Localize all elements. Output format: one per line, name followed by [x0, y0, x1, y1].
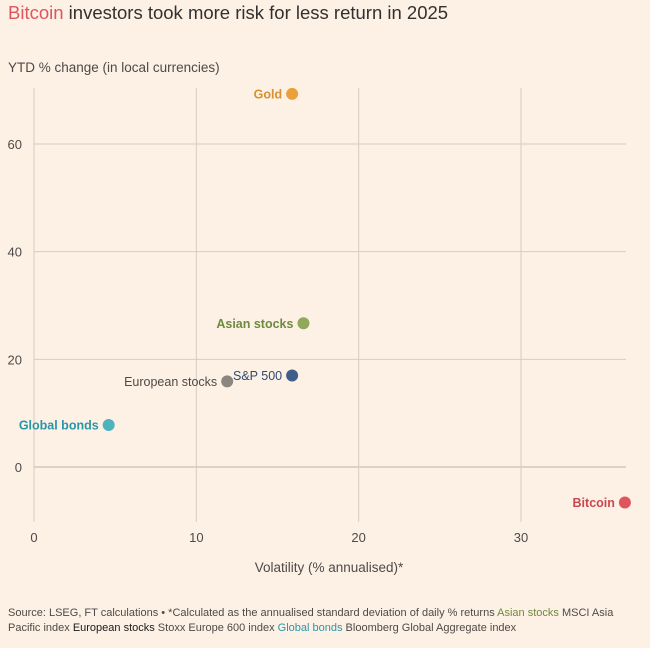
y-tick-label: 0 [15, 460, 22, 475]
point-gold [286, 87, 299, 100]
label-asian-stocks: Asian stocks [216, 317, 293, 331]
source-text-1: Source: LSEG, FT calculations • *Calcula… [8, 607, 498, 619]
source-text-2: MSCI Asia Pacific index [8, 607, 614, 634]
point-s-p-500 [286, 369, 299, 382]
chart-title: Bitcoin investors took more risk for les… [8, 2, 448, 24]
x-tick-label: 30 [514, 530, 528, 545]
point-bitcoin [618, 496, 631, 509]
title-rest: investors took more risk for less return… [63, 2, 449, 23]
x-axis-label: Volatility (% annualised)* [255, 560, 404, 575]
label-bitcoin: Bitcoin [573, 496, 615, 510]
source-text-4: Bloomberg Global Aggregate index [342, 622, 517, 634]
point-asian-stocks [297, 317, 310, 330]
x-tick-label: 10 [189, 530, 203, 545]
source-bonds-label: Global bonds [277, 622, 343, 634]
tick-labels: 0 20 40 60 0 10 20 30 [8, 137, 529, 545]
y-axis-label: YTD % change (in local currencies) [8, 60, 220, 75]
y-tick-label: 60 [8, 137, 22, 152]
point-global-bonds [102, 419, 115, 432]
source-text-3: Stoxx Europe 600 index [154, 622, 278, 634]
grid-lines [33, 88, 626, 522]
label-global-bonds: Global bonds [19, 419, 99, 433]
y-tick-label: 20 [8, 352, 22, 367]
y-tick-label: 40 [8, 245, 22, 260]
title-highlight: Bitcoin [8, 2, 64, 23]
point-european-stocks [221, 375, 234, 388]
x-tick-label: 20 [351, 530, 365, 545]
source-asian-label: Asian stocks [497, 607, 559, 619]
data-points: Gold Asian stocks S&P 500 European stocks Gl… [19, 87, 631, 510]
label-european-stocks: European stocks [124, 375, 217, 389]
label-s-p-500: S&P 500 [233, 369, 282, 383]
x-tick-label: 0 [30, 530, 37, 545]
source-note: Source: LSEG, FT calculations • *Calcula… [8, 606, 644, 636]
source-euro-label: European stocks [72, 622, 155, 634]
label-gold: Gold [254, 87, 282, 101]
scatter-chart: 0 20 40 60 0 10 20 30 Gold Asian stocks S&P 500 Eu… [8, 87, 631, 575]
